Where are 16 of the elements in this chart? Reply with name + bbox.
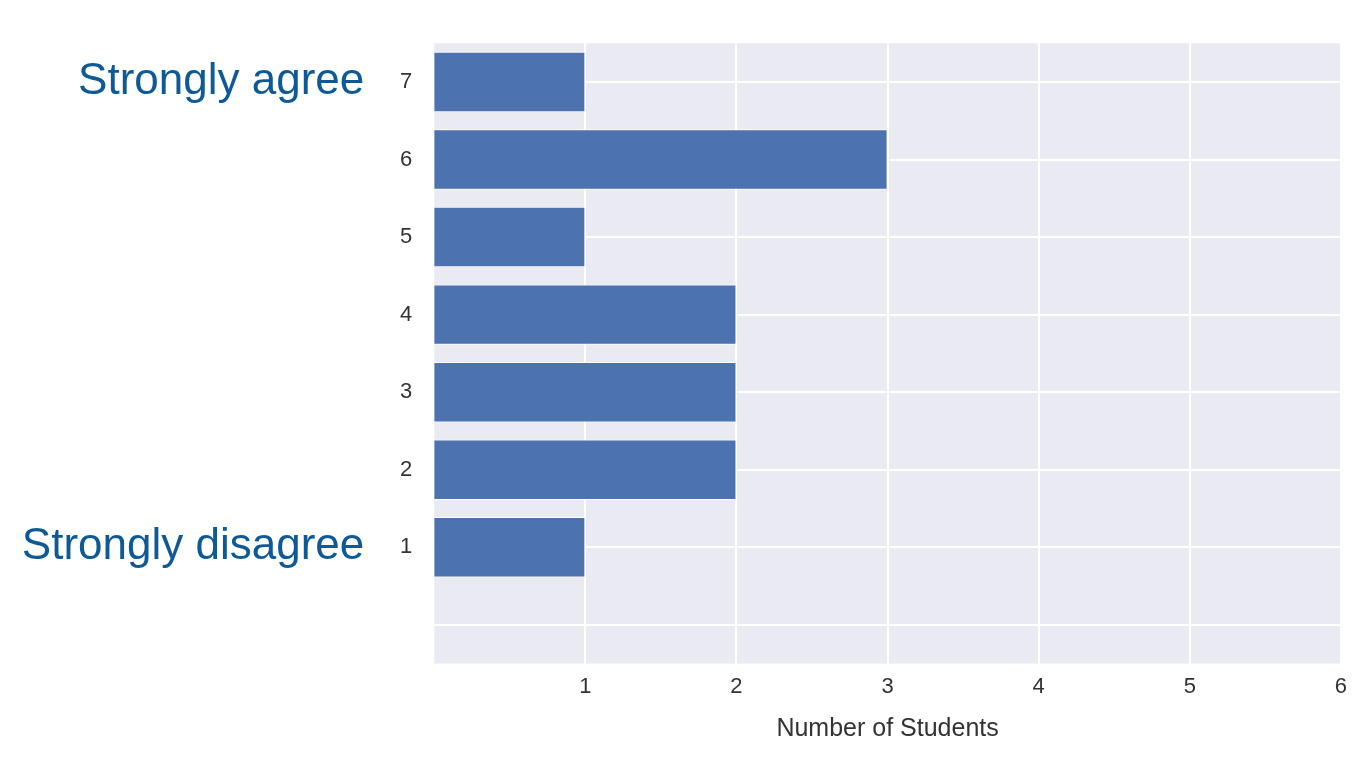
text: Strongly disagree [21, 519, 365, 569]
x-tick-label: 1 [579, 672, 592, 698]
x-tick-label: 3 [881, 672, 894, 698]
y-tick-label: 6 [399, 145, 413, 171]
y-tick-label: 3 [399, 378, 413, 404]
y-tick-label: 5 [399, 223, 413, 249]
y-tick-label: 4 [399, 300, 413, 326]
x-tick-label: 6 [1334, 672, 1348, 698]
x-tick-label: 2 [730, 672, 743, 698]
y-tick-label: 7 [399, 68, 413, 94]
y-tick-label: 2 [399, 455, 413, 481]
y-tick-label: 1 [399, 533, 413, 559]
x-tick-label: 5 [1183, 672, 1196, 698]
text: Strongly agree [78, 54, 365, 104]
x-axis-title: Number of Students [776, 712, 999, 741]
x-tick-label: 4 [1032, 672, 1045, 698]
